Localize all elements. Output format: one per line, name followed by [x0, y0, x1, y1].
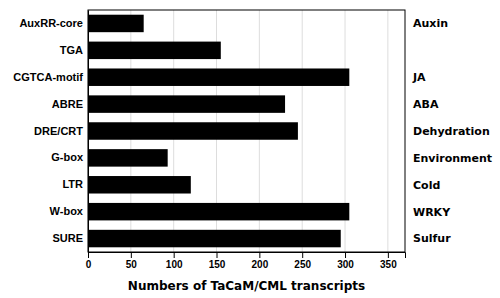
annotation: Dehydration	[413, 125, 490, 138]
y-tick: CGTCA-motif	[13, 71, 83, 83]
chart-svg: 0 50 100 150 200 250 300 350 AuxRR-core TGA CGTCA-…	[0, 0, 500, 298]
x-tick-label: 0	[86, 259, 92, 270]
chart-container: 0 50 100 150 200 250 300 350 AuxRR-core TGA CGTCA-…	[0, 0, 500, 298]
bar	[88, 68, 349, 85]
x-tick-label: 200	[252, 259, 269, 270]
x-tick-label: 350	[380, 259, 397, 270]
x-tick-label: 250	[294, 259, 311, 270]
x-tick: 100	[166, 252, 183, 270]
annotation: Auxin	[413, 17, 448, 30]
annotations: Auxin JA ABA Dehydration Environment Cold WRKY…	[412, 17, 492, 245]
x-tick: 50	[126, 252, 138, 270]
x-tick-label: 50	[126, 259, 138, 270]
x-tick-label: 100	[166, 259, 183, 270]
x-tick-mark	[388, 252, 389, 258]
x-tick: 250	[294, 252, 311, 270]
y-tick-label: ABRE	[52, 98, 83, 110]
bar	[88, 122, 298, 139]
x-tick: 200	[252, 252, 269, 270]
y-tick-label: G-box	[51, 151, 84, 163]
plot-area: 0 50 100 150 200 250 300 350 AuxRR-core TGA CGTCA-…	[13, 10, 492, 270]
x-tick-mark	[88, 252, 89, 258]
annotation: Environment	[413, 152, 492, 165]
y-tick: ABRE	[52, 98, 83, 110]
bar	[88, 15, 144, 32]
x-tick-label: 150	[209, 259, 226, 270]
annotation: WRKY	[413, 206, 451, 219]
bar	[88, 176, 191, 193]
x-tick-mark	[217, 252, 218, 258]
y-tick-label: AuxRR-core	[19, 17, 83, 29]
y-tick: DRE/CRT	[34, 125, 83, 137]
y-axis-line	[88, 11, 89, 253]
annotation: JA	[412, 71, 426, 84]
x-axis-line	[89, 253, 406, 259]
grid-line	[387, 10, 388, 252]
y-tick: SURE	[52, 232, 83, 244]
x-tick: 0	[86, 252, 92, 270]
x-tick-label: 300	[337, 259, 354, 270]
y-tick-label: CGTCA-motif	[13, 71, 83, 83]
y-tick-label: SURE	[52, 232, 83, 244]
x-tick: 350	[380, 252, 397, 270]
bars	[88, 15, 349, 248]
y-tick: LTR	[62, 178, 83, 190]
y-tick-label: DRE/CRT	[34, 125, 83, 137]
x-tick-mark	[259, 252, 260, 258]
x-axis: 0 50 100 150 200 250 300 350	[86, 252, 406, 270]
bar	[88, 230, 341, 247]
bar	[88, 42, 221, 59]
annotation: Cold	[413, 179, 440, 192]
x-tick-mark	[131, 252, 132, 258]
x-tick-mark	[302, 252, 303, 258]
annotation: Sulfur	[413, 232, 451, 245]
bar	[88, 149, 168, 166]
y-tick: TGA	[60, 44, 83, 56]
plot-frame	[88, 10, 405, 252]
y-tick: G-box	[51, 151, 84, 163]
grid	[88, 10, 388, 252]
bar	[88, 95, 285, 112]
x-tick: 150	[209, 252, 226, 270]
x-tick-mark	[174, 252, 175, 258]
x-tick: 300	[337, 252, 354, 270]
bar	[88, 203, 349, 220]
y-axis: AuxRR-core TGA CGTCA-motif ABRE DRE/CRT G-box…	[13, 11, 88, 253]
y-tick-label: W-box	[50, 205, 84, 217]
x-tick-mark	[345, 252, 346, 258]
y-tick-label: LTR	[62, 178, 83, 190]
annotation: ABA	[413, 98, 439, 111]
y-tick: W-box	[50, 205, 84, 217]
x-axis-title: Numbers of TaCaM/CML transcripts	[128, 279, 365, 293]
y-tick-label: TGA	[60, 44, 83, 56]
y-tick: AuxRR-core	[19, 17, 83, 29]
